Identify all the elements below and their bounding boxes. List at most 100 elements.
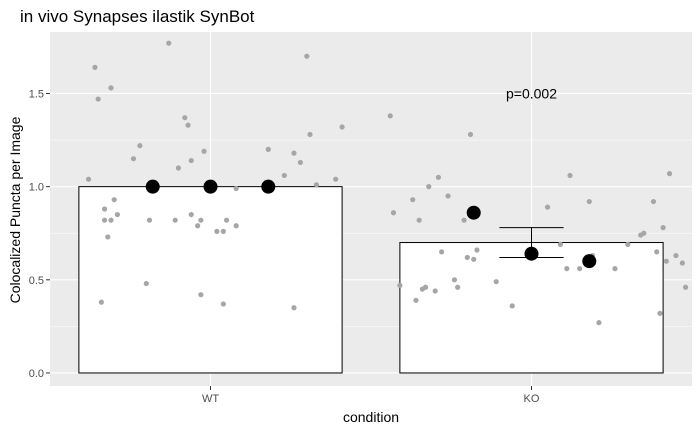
data-point (95, 96, 101, 102)
data-point (439, 249, 445, 255)
data-point (577, 266, 583, 272)
bar-ko (399, 242, 664, 374)
data-point (108, 85, 114, 91)
data-point (166, 40, 172, 46)
data-point (461, 217, 467, 223)
data-point (432, 288, 438, 294)
bar-wt (78, 186, 343, 374)
data-point (612, 266, 618, 272)
data-point (413, 297, 419, 303)
data-point (567, 172, 573, 179)
data-point (188, 157, 194, 164)
data-point (92, 64, 98, 70)
data-point (108, 217, 114, 223)
p-value-annotation: p=0.002 (506, 85, 557, 101)
data-point (220, 228, 226, 234)
y-axis-title: Colocalized Puncta per Image (7, 116, 23, 303)
data-point (397, 282, 403, 288)
data-point (182, 115, 188, 121)
data-point (114, 211, 121, 218)
data-point (641, 230, 647, 236)
y-tick-label: 0.5 (29, 275, 44, 287)
replicate-mean-point (466, 205, 481, 220)
data-point (654, 249, 660, 255)
data-point (195, 223, 201, 229)
data-point (137, 143, 143, 149)
data-point (557, 241, 563, 247)
data-point (435, 174, 442, 180)
data-point (307, 131, 313, 138)
data-point (188, 211, 194, 218)
data-point (544, 204, 551, 210)
data-point (220, 301, 226, 307)
data-point (509, 303, 515, 309)
y-tick-label: 1.5 (29, 88, 44, 100)
data-point (172, 217, 178, 223)
data-point (313, 182, 320, 188)
data-point (464, 254, 470, 261)
data-point (233, 185, 239, 192)
data-point (387, 113, 393, 119)
data-point (265, 146, 271, 152)
data-point (426, 184, 432, 190)
data-point (596, 320, 602, 326)
y-tick-label: 0.0 (29, 368, 44, 380)
data-point (304, 53, 310, 59)
data-point (625, 241, 631, 247)
data-point (416, 217, 422, 223)
data-point (291, 305, 297, 311)
bars (78, 186, 664, 374)
data-point (339, 124, 345, 130)
data-point (101, 206, 108, 212)
data-point (390, 210, 397, 216)
data-point (233, 223, 239, 229)
replicate-mean-point (261, 179, 276, 194)
data-point (451, 277, 458, 283)
data-point (564, 266, 570, 272)
data-point (410, 197, 416, 203)
data-point (291, 150, 297, 156)
data-points (85, 40, 689, 326)
x-axis-ticks: WT KO (202, 386, 540, 405)
data-point (198, 292, 204, 298)
data-point (201, 148, 207, 154)
data-point (146, 217, 153, 223)
data-point (223, 217, 230, 223)
data-point (657, 310, 663, 316)
data-point (105, 234, 111, 240)
data-point (297, 159, 303, 166)
data-point (130, 156, 137, 162)
data-point (214, 228, 220, 234)
data-point (455, 284, 461, 290)
data-point (682, 284, 689, 290)
y-axis-ticks: 0.0 0.5 1.0 1.5 (29, 88, 50, 380)
data-point (198, 217, 204, 223)
data-point (98, 299, 104, 305)
data-point (666, 171, 673, 177)
data-point (185, 122, 191, 128)
x-axis-title: condition (343, 409, 399, 425)
chart-title: in vivo Synapses ilastik SynBot (20, 7, 255, 26)
data-point (111, 197, 117, 203)
replicate-mean-point (203, 179, 218, 194)
data-point (673, 252, 679, 259)
replicate-mean-point (582, 254, 597, 269)
x-tick-label: KO (524, 393, 540, 405)
data-point (445, 193, 451, 199)
data-point (281, 172, 287, 179)
data-point (143, 280, 149, 287)
data-point (586, 198, 592, 205)
data-point (660, 225, 666, 231)
data-point (467, 131, 474, 138)
y-tick-label: 1.0 (29, 182, 44, 194)
data-point (650, 198, 657, 205)
data-point (493, 279, 499, 285)
data-point (101, 217, 108, 223)
x-tick-label: WT (202, 393, 219, 405)
data-point (471, 256, 477, 262)
data-point (663, 258, 669, 264)
data-point (85, 176, 92, 182)
replicate-mean-point (524, 246, 539, 261)
